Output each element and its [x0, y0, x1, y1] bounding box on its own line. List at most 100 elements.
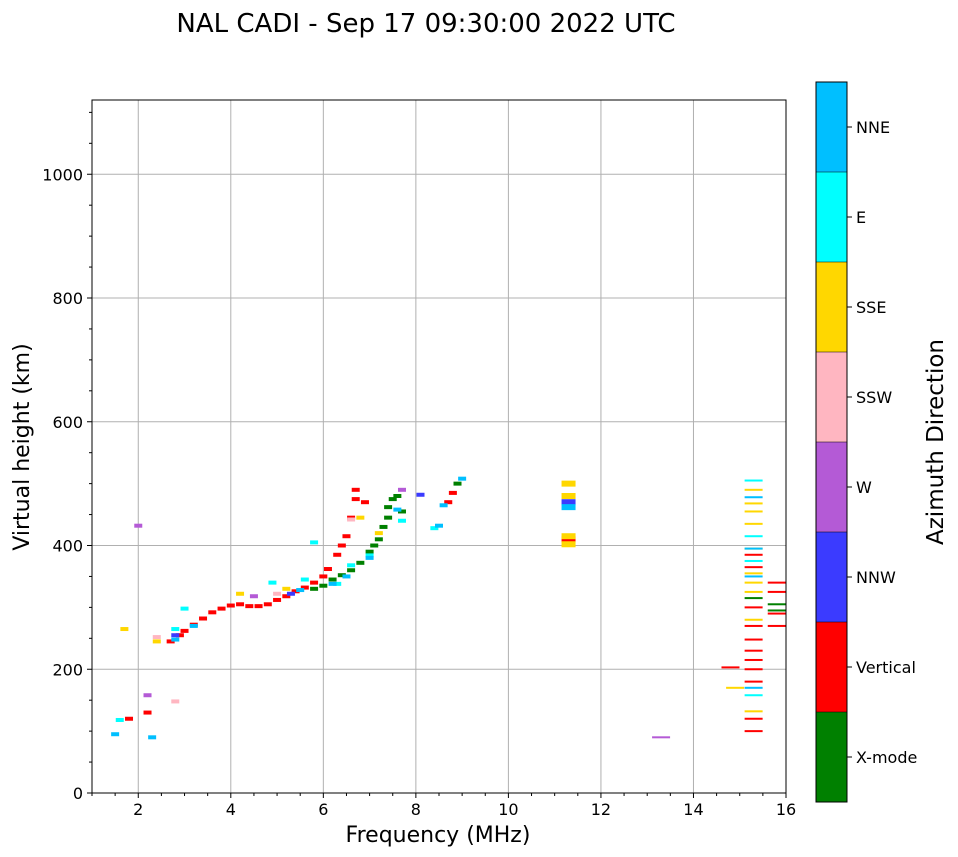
- echo-mark-vertical: [360, 500, 369, 505]
- colorbar-label: SSW: [856, 388, 892, 407]
- echo-mark-vertical: [319, 574, 328, 579]
- echo-mark-sse: [744, 510, 763, 513]
- chart-title: NAL CADI - Sep 17 09:30:00 2022 UTC: [176, 9, 675, 39]
- colorbar-label: SSE: [856, 298, 886, 317]
- echo-mark-nne: [189, 623, 198, 628]
- echo-mark-e: [430, 526, 439, 531]
- colorbar-segment: [816, 712, 847, 802]
- echo-mark-nne: [458, 476, 467, 481]
- echo-mark-vertical: [282, 594, 291, 599]
- echo-mark-vertical: [263, 602, 272, 607]
- echo-mark-nne: [744, 496, 763, 499]
- echo-mark-vertical: [300, 585, 309, 590]
- echo-mark-vertical: [744, 658, 763, 661]
- echo-mark-nne: [365, 555, 374, 560]
- echo-mark-sse: [744, 710, 763, 713]
- echo-mark-vertical: [744, 566, 763, 569]
- echo-mark-sse: [374, 531, 383, 536]
- echo-mark-vertical: [217, 606, 226, 611]
- echo-mark-w: [249, 594, 258, 599]
- echo-mark-vertical: [245, 604, 254, 609]
- echo-mark-nnw: [171, 633, 180, 638]
- echo-mark-ssw: [273, 591, 282, 596]
- echo-mark-nne: [561, 504, 576, 511]
- echo-mark-x-mode: [393, 494, 402, 498]
- echo-mark-w: [397, 487, 406, 492]
- echo-mark-x-mode: [388, 497, 397, 502]
- echo-mark-x-mode: [767, 609, 786, 612]
- echo-mark-nnw: [561, 499, 576, 506]
- echo-mark-vertical: [744, 624, 763, 627]
- echo-mark-vertical: [744, 680, 763, 683]
- echo-mark-e: [347, 563, 356, 568]
- echo-mark-vertical: [337, 543, 346, 548]
- echo-mark-e: [268, 580, 277, 585]
- echo-mark-vertical: [744, 730, 763, 733]
- echo-mark-nne: [328, 581, 337, 586]
- colorbar-segment: [816, 172, 847, 262]
- x-tick-label: 12: [591, 800, 611, 819]
- colorbar: X-mode Vertical NNW W SSW SSE E NNE: [815, 81, 917, 803]
- echo-mark-vertical: [744, 668, 763, 671]
- echo-mark-e: [180, 606, 189, 611]
- echo-mark-x-mode: [347, 568, 356, 573]
- echo-mark-e: [744, 479, 763, 482]
- x-tick-label: 6: [318, 800, 328, 819]
- x-tick-label: 4: [226, 800, 236, 819]
- echo-mark-vertical: [444, 500, 453, 505]
- colorbar-segment: [816, 532, 847, 622]
- y-tick-label: 0: [73, 784, 83, 803]
- echo-mark-x-mode: [744, 597, 763, 600]
- y-tick-label: 800: [52, 289, 83, 308]
- echo-mark-e: [397, 518, 406, 523]
- echo-mark-w: [652, 736, 671, 739]
- colorbar-title: Azimuth Direction: [923, 339, 949, 545]
- echo-mark-vertical: [744, 638, 763, 641]
- y-axis-label: Virtual height (km): [10, 343, 35, 550]
- echo-mark-sse: [744, 618, 763, 621]
- echo-mark-x-mode: [379, 524, 388, 529]
- x-tick-label: 8: [411, 800, 421, 819]
- echo-mark-w: [143, 693, 152, 698]
- echo-mark-vertical: [744, 606, 763, 609]
- colorbar-label: W: [856, 478, 872, 497]
- echo-mark-x-mode: [767, 603, 786, 606]
- echo-mark-sse: [744, 581, 763, 584]
- echo-mark-vertical: [175, 633, 184, 638]
- echo-mark-e: [300, 577, 309, 582]
- echo-mark-nne: [744, 575, 763, 578]
- echo-mark-nne: [171, 637, 180, 642]
- echo-mark-vertical: [291, 589, 300, 594]
- echo-mark-vertical: [166, 639, 175, 644]
- echo-mark-vertical: [744, 553, 763, 556]
- echo-mark-vertical: [351, 497, 360, 502]
- colorbar-segment: [816, 352, 847, 442]
- echo-mark-nne: [296, 588, 305, 593]
- echo-mark-x-mode: [384, 515, 393, 520]
- plot-frame: [91, 99, 787, 794]
- echo-mark-sse: [561, 480, 576, 487]
- echo-mark-vertical: [342, 534, 351, 539]
- echo-mark-vertical: [208, 610, 217, 615]
- echo-mark-vertical: [767, 612, 786, 615]
- colorbar-segment: [816, 622, 847, 712]
- x-tick-label: 16: [776, 800, 796, 819]
- echo-mark-nnw: [416, 492, 425, 497]
- echo-mark-vertical: [226, 603, 235, 608]
- y-tick-label: 600: [52, 413, 83, 432]
- echo-mark-vertical: [744, 649, 763, 652]
- echo-mark-vertical: [448, 490, 457, 495]
- echo-mark-vertical: [236, 602, 245, 607]
- echo-mark-e: [115, 717, 124, 722]
- echo-mark-vertical: [744, 717, 763, 720]
- echo-mark-sse: [152, 639, 161, 644]
- echo-mark-nnw: [286, 591, 295, 596]
- x-tick-label: 2: [133, 800, 143, 819]
- echo-mark-vertical: [199, 616, 208, 621]
- echo-mark-sse: [744, 590, 763, 593]
- echo-mark-sse: [744, 572, 763, 575]
- colorbar-label: E: [856, 208, 866, 227]
- x-tick-label: 14: [683, 800, 703, 819]
- echo-mark-nne: [439, 503, 448, 508]
